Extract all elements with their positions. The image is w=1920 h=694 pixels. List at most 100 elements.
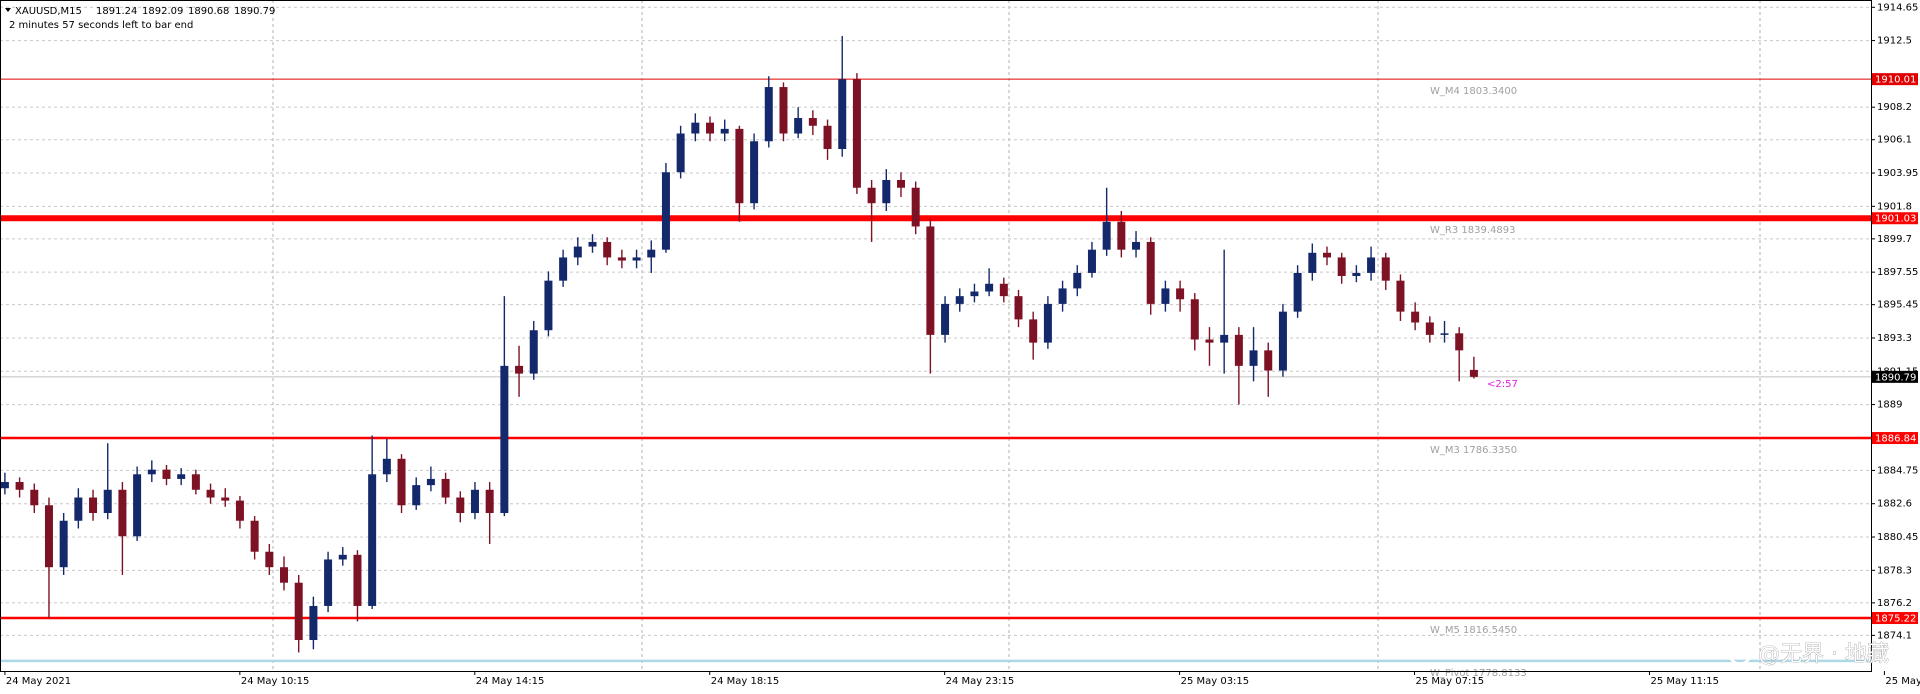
candle-body (1132, 241, 1141, 250)
candle-body (706, 122, 715, 134)
high-value: 1892.09 (142, 6, 183, 17)
candle-body (265, 551, 274, 568)
candle-body (941, 303, 950, 335)
candle-body (1323, 252, 1331, 258)
countdown-text: 2 minutes 57 seconds left to bar end (9, 20, 193, 31)
candle-body (441, 478, 450, 498)
candle-body (588, 241, 597, 247)
candle-body (882, 179, 891, 204)
candle-body (632, 257, 641, 261)
candle-body (515, 365, 524, 374)
price-axis: 1914.65 1912.5 1908.2 1906.1 1903.95 1901.8 18… (4, 2, 1920, 687)
candle-body (896, 179, 905, 188)
candle-body (485, 489, 494, 514)
x-tick-label: 24 May 18:15 (711, 676, 780, 687)
candle-body (999, 283, 1008, 297)
y-tick-label: 1874.1 (1877, 630, 1912, 641)
y-tick-label: 1912.5 (1877, 36, 1912, 47)
candle-body (1425, 322, 1434, 335)
candle-body (1440, 333, 1449, 335)
candle-body (1396, 280, 1405, 312)
level-tag-label: 1886.84 (1875, 434, 1916, 445)
symbol: XAUUSD,M15 (15, 6, 82, 17)
candle-body (1381, 257, 1390, 281)
candle-body (177, 474, 186, 479)
candle-body (926, 226, 935, 335)
candle-body (133, 474, 142, 537)
level-tag-label: 1875.22 (1875, 614, 1916, 625)
open-value: 1891.24 (96, 6, 137, 17)
candle-body (338, 554, 347, 560)
candle-body (470, 489, 479, 514)
y-tick-label: 1906.1 (1877, 135, 1912, 146)
level-label: W_Pivot 1778.8133 (1430, 668, 1527, 679)
candle-body (118, 489, 127, 537)
level-label: W_M4 1803.3400 (1430, 86, 1517, 97)
candle-body (1293, 272, 1302, 312)
candle-body (1249, 350, 1258, 366)
candle-body (500, 365, 509, 514)
candle-body (970, 291, 979, 297)
levels: W_M4 1803.3400 W_R3 1839.4893 W_M3 1786.33… (0, 78, 1871, 679)
candle-body (955, 296, 964, 304)
candle-body (647, 249, 656, 258)
x-tick-label: 24 May 10:15 (241, 676, 310, 687)
candle-body (1014, 296, 1023, 320)
y-tick-label: 1901.8 (1877, 201, 1912, 212)
y-tick-label: 1880.45 (1877, 532, 1918, 543)
candle-body (838, 79, 847, 150)
countdown-marker: <2:57 (1487, 379, 1518, 390)
candle-body (867, 187, 876, 204)
level-label: W_R3 1839.4893 (1430, 225, 1515, 236)
candle-body (1205, 339, 1214, 343)
y-tick-label: 1895.45 (1877, 300, 1918, 311)
candle-body (456, 497, 465, 514)
candle-body (426, 478, 435, 486)
x-tick-label: 24 May 23:15 (946, 676, 1015, 687)
candle-body (44, 505, 53, 568)
x-tick-label: 25 May 11:15 (1650, 676, 1719, 687)
close-value: 1890.79 (234, 6, 275, 17)
candle-body (1087, 249, 1096, 273)
y-tick-label: 1889 (1877, 400, 1902, 411)
candle-body (30, 489, 39, 506)
y-tick-label: 1893.3 (1877, 333, 1912, 344)
candle-body (147, 469, 156, 475)
level-tag (1872, 73, 1918, 86)
candles (0, 35, 1478, 653)
candle-body (1176, 288, 1185, 300)
candle-body (985, 283, 994, 292)
candle-body (103, 489, 112, 514)
candle-body (59, 520, 68, 568)
level-tag (1872, 432, 1918, 445)
candle-body (1234, 334, 1243, 366)
level-tag (1872, 612, 1918, 625)
x-tick-label: 25 May 07:15 (1416, 676, 1485, 687)
header: XAUUSD,M15 1891.24 1892.09 1890.68 1890.… (5, 6, 275, 31)
y-tick-label: 1908.2 (1877, 102, 1912, 113)
y-tick-label: 1914.65 (1877, 2, 1918, 13)
level-tag (1872, 212, 1918, 225)
candle-body (1469, 369, 1478, 377)
candle-body (1411, 311, 1420, 323)
x-tick-label: 24 May 2021 (6, 676, 71, 687)
candle-body (544, 280, 553, 331)
candle-body (911, 187, 920, 227)
candle-body (309, 605, 318, 641)
candle-body (235, 500, 244, 521)
candle-body (1367, 257, 1376, 273)
candle-body (1058, 288, 1067, 304)
candle-body (1264, 350, 1273, 371)
bid-tag (1872, 370, 1918, 383)
candle-body (764, 87, 773, 142)
candle-body (324, 559, 333, 606)
candle-body (353, 554, 362, 606)
y-tick-label: 1878.3 (1877, 565, 1912, 576)
candle-body (397, 458, 406, 506)
candle-body (603, 241, 612, 258)
candle-body (1308, 252, 1317, 273)
candle-body (559, 257, 568, 281)
candle-body (573, 246, 582, 258)
